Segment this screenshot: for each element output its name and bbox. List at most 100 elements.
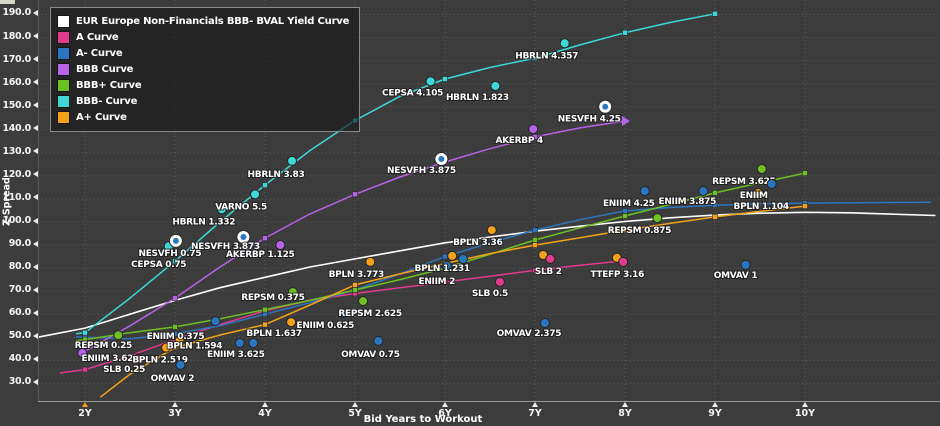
legend-item[interactable]: A+ Curve <box>58 109 349 125</box>
data-point[interactable]: BPLN 2.519 <box>131 342 189 367</box>
data-point[interactable]: BPLN 1.637 <box>245 317 303 340</box>
legend-item[interactable]: BBB Curve <box>58 61 349 77</box>
data-point-label: ENIIM 3.625 <box>81 354 139 364</box>
x-tick-label: 10Y <box>794 408 816 419</box>
curve-bbb-[interactable] <box>75 13 716 335</box>
data-point[interactable]: REPSM 0.375 <box>240 287 306 304</box>
data-point[interactable]: CEPSA 0.75 <box>130 241 188 271</box>
x-axis-line <box>38 401 940 402</box>
data-point[interactable] <box>248 338 259 349</box>
legend-swatch <box>58 31 69 43</box>
data-point-dot <box>287 287 298 298</box>
data-point[interactable] <box>458 253 468 264</box>
data-point[interactable]: ENIIM 3.625 <box>206 338 266 361</box>
data-point[interactable]: ENIIM 2 <box>417 260 456 288</box>
y-tick-label: 170.0 <box>2 53 31 65</box>
data-point[interactable]: HBRLN 1.823 <box>445 80 510 104</box>
data-point-dot <box>652 213 663 224</box>
legend-item[interactable]: A Curve <box>58 29 349 45</box>
curve-node-marker <box>532 134 538 140</box>
data-point-dot <box>425 76 436 87</box>
data-point[interactable]: REPSM 2.625 <box>337 296 403 320</box>
data-point[interactable]: VARNO 5.5 <box>214 189 268 213</box>
data-point[interactable]: ENIIM 3.875 <box>657 186 717 208</box>
data-point[interactable]: TTEFP 3.16 <box>589 256 645 281</box>
data-point[interactable]: OMVAV 0.75 <box>340 335 401 361</box>
y-tick-label: 160.0 <box>2 76 31 88</box>
x-tick-arrow-icon <box>712 402 718 407</box>
data-point-label: AKERBP 4 <box>495 136 543 146</box>
curve-node-marker <box>172 331 178 337</box>
legend-item-label: A- Curve <box>76 47 123 59</box>
y-tick: 170.0 <box>0 54 38 65</box>
data-point[interactable]: OMVAV 2.375 <box>496 317 563 340</box>
legend-swatch <box>58 47 69 59</box>
legend-item[interactable]: BBB+ Curve <box>58 77 349 93</box>
data-point-label: REPSM 0.875 <box>608 226 671 236</box>
data-point-dot <box>753 187 764 198</box>
data-point[interactable]: AKERBP 4 <box>494 124 544 147</box>
data-point-dot <box>172 237 179 244</box>
data-point[interactable]: HBRLN 1.332 <box>171 204 237 228</box>
y-tick-label: 80.0 <box>8 261 32 273</box>
data-point[interactable]: ENIIM 0.625 <box>295 308 355 332</box>
curve-node-marker <box>352 282 358 288</box>
data-point[interactable]: NESVFH 3.873 <box>190 229 261 253</box>
data-point[interactable]: REPSM 0.875 <box>607 213 672 237</box>
legend-item[interactable]: EUR Europe Non-Financials BBB- BVAL Yiel… <box>58 13 349 29</box>
data-point[interactable]: NESVFH 0.75 <box>137 233 203 260</box>
data-point[interactable]: SLB 0.5 <box>471 276 509 300</box>
curve-node-marker <box>442 76 448 82</box>
data-point[interactable]: OMVAV 1 <box>713 259 759 282</box>
y-tick: 90.0 <box>0 238 38 249</box>
data-point[interactable]: OMVAV 2 <box>150 359 196 385</box>
data-point[interactable]: NESVFH 3.875 <box>386 152 457 177</box>
data-point[interactable]: SLB 2 <box>534 253 563 278</box>
data-point-label: ENIIM 4.25 <box>603 199 655 209</box>
data-point-label: NESVFH 0.75 <box>138 249 201 259</box>
data-point[interactable]: SLB 0.25 <box>102 353 146 376</box>
y-tick: 100.0 <box>0 215 38 226</box>
x-tick: 10Y <box>785 402 825 419</box>
curve-eur[interactable] <box>37 211 936 339</box>
curve-bbb+[interactable] <box>75 172 806 342</box>
data-point-label: ENIIM 3.875 <box>658 197 716 207</box>
data-point[interactable]: ENIIM 3.625 <box>77 347 140 365</box>
data-point-dot <box>250 189 261 200</box>
data-point[interactable]: BPLN 1.594 <box>166 335 223 353</box>
y-tick-label: 110.0 <box>2 191 31 203</box>
data-point[interactable]: ENIIM 0.375 <box>146 316 221 343</box>
legend-item-label: A Curve <box>76 31 119 43</box>
data-point-dot <box>639 186 650 197</box>
data-point[interactable]: ENIIM <box>739 178 777 202</box>
data-point-label: TTEFP 3.16 <box>590 270 644 280</box>
curve-node-marker <box>262 235 268 241</box>
data-point[interactable]: NESVFH 4.25 <box>557 99 622 126</box>
legend-item[interactable]: A- Curve <box>58 45 349 61</box>
y-tick: 190.0 <box>0 7 38 18</box>
data-point-label: BPLN 1.637 <box>246 329 301 339</box>
curve-node-marker <box>622 29 628 36</box>
curve-node-marker <box>262 321 268 328</box>
data-point[interactable]: REPSM 3.625 <box>711 163 777 188</box>
y-tick: 30.0 <box>0 376 38 387</box>
data-point[interactable]: HBRLN 4.357 <box>514 38 579 62</box>
data-point[interactable]: BPLN 1.104 <box>733 187 790 213</box>
data-point[interactable]: ENIIM 4.25 <box>602 186 656 210</box>
curve-node-marker <box>172 344 178 351</box>
data-point[interactable]: HBRLN 3.83 <box>247 155 306 181</box>
x-axis-title: Bid Years to Workout <box>363 414 483 425</box>
data-point[interactable]: CEPSA 4.105 <box>381 76 444 99</box>
data-point[interactable]: REPSM 0.25 <box>74 330 133 352</box>
curve-node-marker <box>622 208 628 214</box>
y-tick-arrow-icon <box>33 148 38 155</box>
y-tick-label: 90.0 <box>8 238 32 250</box>
legend-swatch <box>58 15 69 27</box>
legend-item[interactable]: BBB- Curve <box>58 93 349 109</box>
data-point[interactable]: BPLN 3.773 <box>328 256 385 281</box>
data-point[interactable]: BPLN 3.36 <box>452 225 504 249</box>
data-point[interactable]: AKERBP 1.125 <box>225 240 296 261</box>
data-point[interactable]: BPLN 1.231 <box>414 250 471 275</box>
y-tick-label: 100.0 <box>2 215 31 226</box>
